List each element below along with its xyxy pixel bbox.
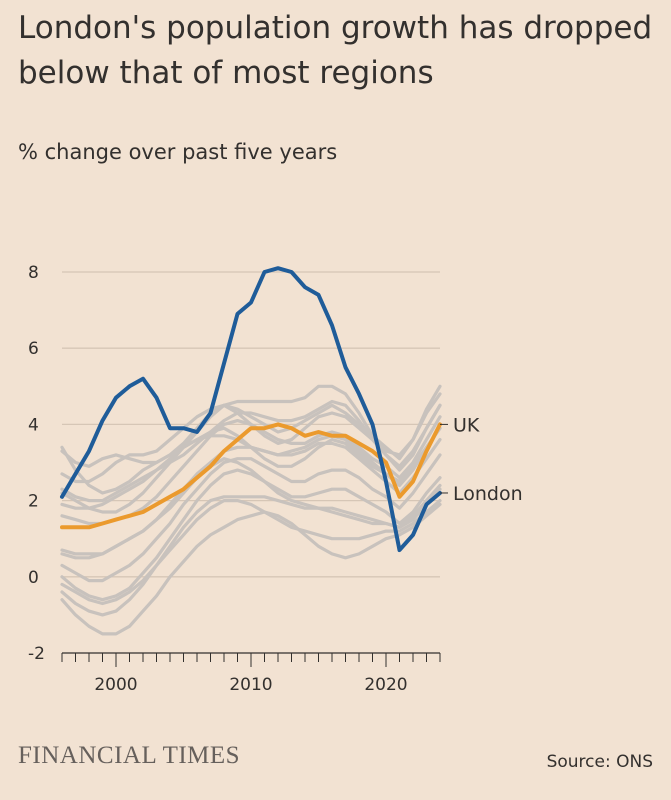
chart-subtitle: % change over past five years xyxy=(18,140,338,164)
x-tick-label: 2010 xyxy=(229,675,272,695)
region-series-group xyxy=(60,384,442,636)
x-tick-label: 2020 xyxy=(364,675,407,695)
line-chart: 8 6 4 2 0 -2 2000 2010 2020 UK London xyxy=(28,263,523,695)
region-series-line xyxy=(60,426,442,495)
x-axis: 2000 2010 2020 xyxy=(61,652,441,695)
region-series-line xyxy=(60,453,442,583)
highlight-series-group xyxy=(60,266,442,553)
x-tick-label: 2000 xyxy=(94,675,137,695)
london-series-line xyxy=(60,266,442,553)
y-tick-label: -2 xyxy=(28,644,45,664)
y-tick-label: 4 xyxy=(28,415,39,435)
y-tick-label: 2 xyxy=(28,492,39,512)
y-tick-label: 8 xyxy=(28,263,39,283)
series-labels: UK London xyxy=(440,414,523,505)
uk-series-label: UK xyxy=(453,414,480,436)
y-tick-label: 0 xyxy=(28,568,39,588)
region-series-line xyxy=(60,502,442,636)
region-series-line xyxy=(60,468,442,602)
chart-title: London's population growth has dropped b… xyxy=(18,10,653,91)
y-axis-tick-labels: 8 6 4 2 0 -2 xyxy=(28,263,45,664)
london-series-label: London xyxy=(453,483,523,505)
region-series-line xyxy=(60,499,442,606)
region-series-line xyxy=(60,487,442,617)
y-tick-label: 6 xyxy=(28,339,39,359)
uk-series-line xyxy=(60,422,442,530)
source-note: Source: ONS xyxy=(546,752,653,772)
brand-logo: FINANCIAL TIMES xyxy=(18,742,241,769)
region-series-line xyxy=(60,457,442,556)
